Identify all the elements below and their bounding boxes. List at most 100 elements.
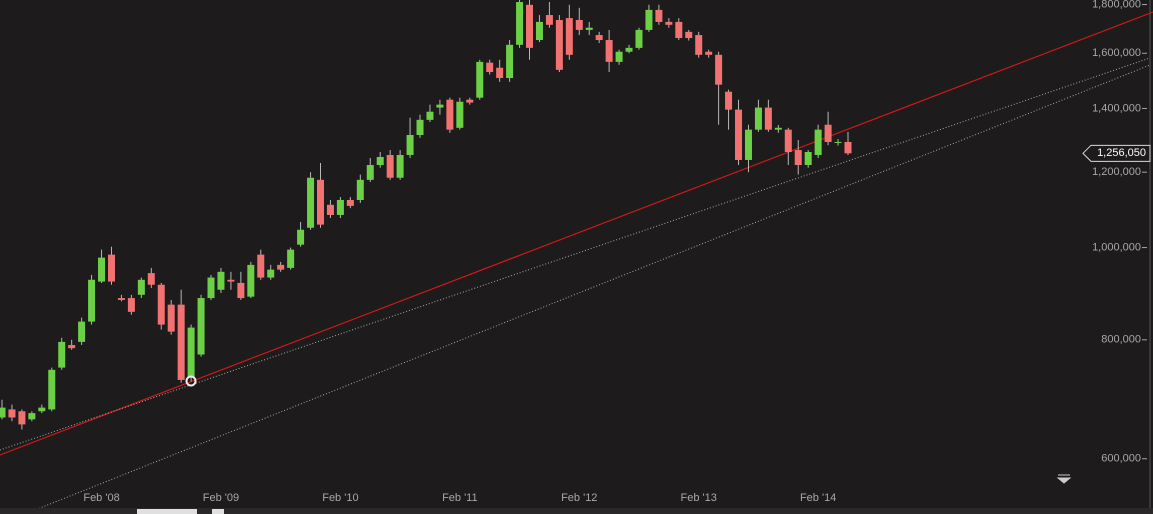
candle-body: [316, 179, 324, 225]
candle-body: [177, 304, 185, 380]
candle-body: [685, 31, 693, 39]
candle-body: [516, 2, 524, 45]
x-tick-label: Feb '10: [322, 492, 358, 504]
trend-line: [0, 11, 1153, 456]
scroll-thumb[interactable]: [212, 509, 224, 514]
x-tick-label: Feb '11: [442, 492, 478, 504]
candle-body: [595, 35, 603, 41]
candle-body: [456, 101, 464, 128]
candle-body: [356, 179, 364, 200]
candle-body: [764, 107, 772, 130]
candle-body: [416, 119, 424, 135]
candle-body: [735, 109, 743, 160]
candle-body: [526, 4, 534, 48]
candle-body: [267, 269, 275, 278]
candle-body: [625, 47, 633, 52]
candle-body: [287, 249, 295, 268]
candle-body: [476, 61, 484, 98]
candle-body: [665, 21, 673, 25]
x-tick-label: Feb '14: [800, 492, 836, 504]
candle-body: [346, 199, 354, 206]
candle-body: [376, 156, 384, 166]
candle-body: [486, 62, 494, 73]
candle-body: [68, 345, 76, 349]
y-tick-label: 1,600,000: [1092, 47, 1141, 59]
candle-body: [217, 271, 225, 290]
candle-body: [605, 40, 613, 62]
candle-body: [655, 9, 663, 22]
candle-body: [167, 304, 175, 332]
candle-body: [88, 279, 96, 322]
candles: [0, 0, 852, 430]
candle-body: [247, 264, 255, 297]
candle-body: [48, 369, 56, 410]
candle-body: [844, 141, 852, 154]
candle-body: [147, 273, 155, 285]
y-tick-label: 1,400,000: [1092, 102, 1141, 114]
candle-body: [117, 298, 125, 300]
candle-body: [466, 99, 474, 103]
candle-body: [0, 407, 6, 418]
y-tick-label: 600,000: [1101, 453, 1141, 465]
candle-body: [326, 204, 334, 215]
candle-body: [297, 229, 305, 245]
candle-body: [58, 341, 66, 368]
candle-body: [386, 154, 394, 178]
scroll-thumb[interactable]: [137, 509, 197, 514]
y-tick-label: 800,000: [1101, 334, 1141, 346]
candle-body: [496, 67, 504, 79]
candle-body: [535, 21, 543, 41]
anchor-point[interactable]: [185, 375, 197, 387]
candle-body: [446, 99, 454, 130]
candle-body: [784, 129, 792, 153]
scrollbar[interactable]: [0, 508, 1153, 514]
candle-body: [635, 29, 643, 48]
candle-body: [396, 154, 404, 178]
candle-body: [28, 413, 36, 420]
candle-body: [715, 54, 723, 85]
candle-body: [754, 107, 762, 130]
scroll-icon[interactable]: [1056, 474, 1072, 484]
candle-body: [197, 298, 205, 355]
candle-body: [8, 409, 16, 418]
last-price-label: 1,256,050: [1097, 147, 1146, 159]
candle-body: [695, 35, 703, 55]
candle-body: [705, 51, 713, 55]
candle-body: [237, 282, 245, 299]
candle-body: [98, 257, 106, 282]
candle-body: [615, 51, 623, 62]
candle-body: [645, 9, 653, 30]
candle-body: [794, 150, 802, 166]
candle-body: [834, 141, 842, 143]
candle-body: [506, 44, 514, 79]
x-tick-label: Feb '09: [203, 492, 239, 504]
last-price-marker: [1082, 144, 1151, 162]
candle-body: [744, 129, 752, 160]
candle-body: [436, 104, 444, 108]
candle-body: [257, 254, 265, 278]
candle-body: [366, 165, 374, 180]
candle-body: [814, 129, 822, 155]
candle-body: [137, 279, 145, 295]
candle-body: [18, 411, 26, 425]
candle-body: [207, 277, 215, 299]
candle-body: [426, 111, 434, 120]
candle-body: [227, 279, 235, 282]
candle-body: [307, 177, 315, 228]
candle-body: [824, 124, 832, 142]
candle-body: [774, 127, 782, 130]
candle-body: [38, 407, 46, 412]
channel-line: [24, 64, 1151, 514]
candle-body: [804, 152, 812, 166]
candle-body: [575, 20, 583, 30]
candle-body: [725, 91, 733, 110]
y-tick-label: 1,000,000: [1092, 241, 1141, 253]
candle-body: [565, 18, 573, 55]
x-tick-label: Feb '13: [681, 492, 717, 504]
candle-body: [336, 199, 344, 215]
candle-body: [157, 284, 165, 325]
candle-body: [675, 21, 683, 39]
